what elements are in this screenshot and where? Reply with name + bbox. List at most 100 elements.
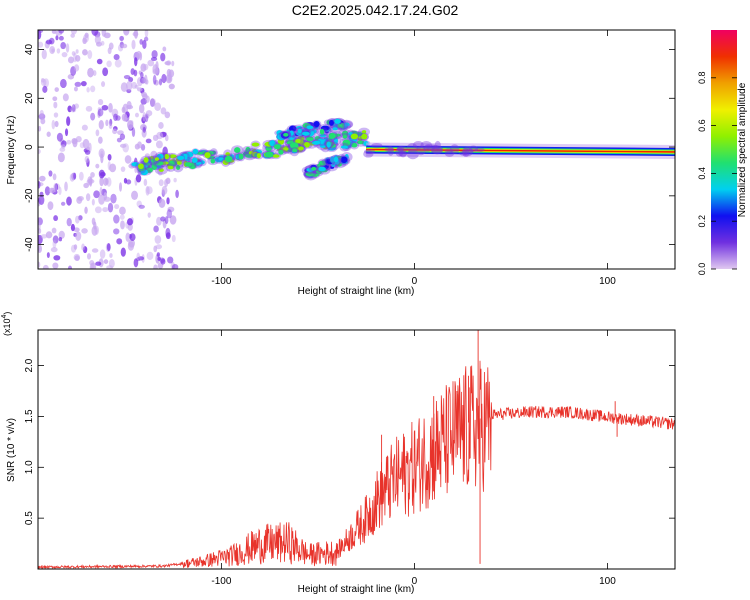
- noise-blob: [145, 138, 152, 144]
- noise-blob: [109, 163, 117, 173]
- noise-blob: [45, 231, 53, 239]
- noise-blob: [60, 78, 67, 89]
- noise-blob: [119, 35, 124, 42]
- noise-blob: [168, 83, 175, 90]
- noise-blob: [66, 116, 71, 127]
- noise-blob: [91, 248, 99, 253]
- ramp-blob: [356, 140, 365, 145]
- noise-blob: [82, 49, 88, 56]
- noise-blob: [53, 215, 59, 222]
- noise-blob: [58, 35, 64, 41]
- ramp-blob: [295, 138, 301, 144]
- noise-blob: [114, 204, 120, 210]
- steady-line-bump: [459, 150, 468, 156]
- steady-line-bump: [468, 145, 479, 153]
- upper-branch-blob: [313, 120, 320, 127]
- ramp-blob: [184, 162, 192, 167]
- noise-blob: [117, 44, 124, 52]
- noise-blob: [133, 69, 138, 77]
- noise-blob: [48, 187, 56, 194]
- noise-blob: [98, 148, 105, 159]
- noise-blob: [160, 107, 167, 115]
- noise-blob: [67, 265, 72, 269]
- noise-blob: [102, 67, 109, 77]
- noise-blob: [113, 53, 120, 61]
- noise-blob: [67, 56, 75, 64]
- noise-blob: [41, 49, 47, 60]
- steady-line-bump: [420, 141, 433, 150]
- spectrogram-x-label: Height of straight line (km): [298, 286, 415, 297]
- noise-blob: [123, 30, 130, 36]
- noise-blob: [53, 112, 59, 118]
- snr-multiplier-prefix: (x10: [2, 318, 12, 336]
- noise-blob: [168, 71, 172, 81]
- noise-blob: [60, 41, 67, 50]
- noise-blob: [44, 186, 51, 196]
- steady-line-bump: [425, 144, 437, 151]
- noise-blob: [136, 50, 142, 59]
- upper-branch-blob: [288, 125, 297, 132]
- noise-blob: [164, 179, 169, 188]
- noise-blob: [53, 255, 61, 261]
- noise-blob: [161, 185, 168, 195]
- noise-blob: [95, 129, 100, 137]
- noise-blob: [135, 174, 142, 183]
- noise-blob: [171, 60, 175, 67]
- noise-blob: [149, 98, 157, 107]
- noise-blob: [102, 207, 109, 213]
- noise-blob: [153, 264, 158, 269]
- noise-blob: [150, 150, 158, 158]
- snr-x-label: Height of straight line (km): [298, 584, 415, 595]
- noise-blob: [139, 39, 143, 45]
- noise-blob: [120, 247, 126, 257]
- upper-branch-blob: [302, 131, 310, 136]
- noise-blob: [73, 52, 77, 63]
- noise-blob: [110, 193, 117, 204]
- snr-x-tick-label: 100: [599, 576, 616, 587]
- ramp-blob: [186, 151, 194, 158]
- noise-blob: [73, 227, 80, 233]
- noise-blob: [124, 155, 132, 164]
- lower-branch-blob: [318, 166, 326, 172]
- upper-branch-blob: [296, 131, 304, 136]
- noise-blob: [106, 265, 114, 269]
- noise-blob: [84, 149, 91, 155]
- noise-blob: [82, 37, 87, 45]
- ramp-blob: [204, 152, 211, 159]
- upper-branch-blob: [283, 132, 289, 137]
- steady-line-bump: [406, 143, 418, 153]
- colorbar-tick-label: 0.4: [697, 167, 707, 180]
- ramp-blob: [342, 135, 348, 139]
- ramp-blob: [269, 140, 276, 147]
- noise-blob: [75, 49, 79, 54]
- colorbar-gradient: [711, 30, 737, 269]
- steady-line-bump: [449, 144, 460, 155]
- noise-blob: [155, 140, 163, 149]
- noise-blob: [100, 153, 104, 164]
- noise-blob: [51, 30, 57, 34]
- noise-blob: [107, 202, 114, 213]
- spectrogram-marks: [38, 30, 675, 269]
- noise-blob: [52, 239, 57, 249]
- noise-blob: [149, 98, 156, 107]
- noise-blob: [73, 64, 80, 72]
- steady-line-bump: [423, 144, 432, 152]
- noise-blob: [79, 171, 84, 181]
- ramp-blob: [311, 140, 321, 145]
- noise-blob: [73, 172, 77, 180]
- noise-blob: [54, 87, 59, 92]
- noise-blob: [39, 109, 44, 118]
- noise-blob: [74, 55, 81, 62]
- snr-multiplier: (x104): [1, 312, 12, 336]
- noise-blob: [89, 176, 93, 187]
- ramp-blob: [319, 142, 327, 148]
- noise-blob: [140, 71, 144, 79]
- ramp-blob: [306, 136, 314, 142]
- noise-blob: [116, 238, 123, 245]
- noise-blob: [90, 112, 96, 121]
- noise-blob: [140, 63, 147, 72]
- colorbar-tick-label: 0.6: [697, 119, 707, 132]
- noise-blob: [75, 231, 82, 241]
- steady-line-bump: [430, 144, 439, 149]
- noise-blob: [150, 56, 158, 62]
